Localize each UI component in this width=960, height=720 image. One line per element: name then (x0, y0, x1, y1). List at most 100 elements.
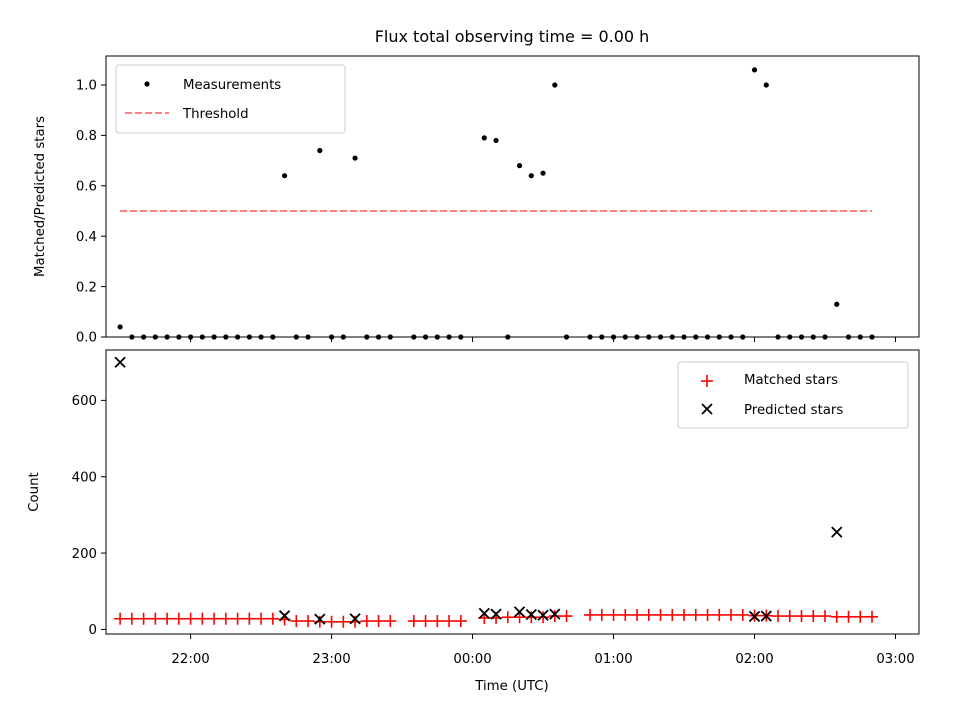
matched-stars-point (819, 610, 832, 623)
matched-stars-point (866, 610, 879, 623)
matched-stars-point (525, 611, 538, 624)
matched-stars-point (125, 612, 138, 625)
ratio-x-ticks (190, 337, 897, 342)
matched-stars-point (443, 615, 456, 628)
y-tick-label: 1.0 (76, 79, 97, 94)
measurement-point (528, 173, 534, 179)
matched-stars-point (313, 615, 326, 628)
predicted-stars-point (748, 610, 761, 623)
legend-measurements-label: Measurements (183, 78, 281, 93)
matched-stars-point (654, 608, 667, 621)
x-tick-label: 02:00 (735, 652, 773, 667)
matched-stars-point (266, 612, 279, 625)
legend-predicted-label: Predicted stars (744, 403, 843, 418)
x-tick-label: 03:00 (876, 652, 914, 667)
matched-stars-point (431, 615, 444, 628)
y-tick-label: 0.4 (76, 230, 97, 245)
count-legend: Matched stars Predicted stars (677, 361, 909, 429)
matched-stars-point (231, 612, 244, 625)
measurement-point (317, 147, 323, 154)
matched-stars-point (725, 608, 738, 621)
matched-stars-point (783, 610, 796, 623)
ratio-legend: Measurements Threshold (115, 64, 346, 134)
measurement-point (763, 82, 769, 88)
legend-threshold-label: Threshold (182, 107, 249, 122)
matched-stars-point (325, 615, 338, 628)
matched-stars-point (701, 608, 714, 621)
count-panel: 0 200 400 600 22:00 23:00 00:00 01:00 02:00 03:0… (27, 349, 920, 694)
matched-stars-point (302, 615, 315, 628)
matched-stars-point (161, 612, 174, 625)
matched-stars-point (584, 608, 597, 621)
matched-stars-point (736, 608, 749, 621)
matched-stars-point (795, 610, 808, 623)
matched-stars-point (208, 612, 221, 625)
y-tick-label: 200 (72, 547, 97, 562)
matched-stars-point (830, 610, 843, 623)
matched-stars-point (384, 615, 397, 628)
ratio-legend-box (115, 64, 346, 134)
predicted-stars-point (513, 606, 526, 618)
matched-stars-point (631, 608, 644, 621)
predicted-stars-point (537, 609, 549, 621)
matched-stars-point (372, 615, 385, 628)
matched-stars-point (666, 608, 679, 621)
matched-stars-point (172, 612, 185, 625)
y-tick-label: 0.0 (76, 331, 97, 346)
ratio-panel: 0.0 0.2 0.4 0.6 0.8 1.0 Matched/Predicted sta… (33, 55, 920, 346)
matched-stars-point (854, 610, 867, 623)
measurement-point (117, 324, 123, 330)
matched-stars-point (842, 610, 855, 623)
ratio-y-ticks: 0.0 0.2 0.4 0.6 0.8 1.0 (76, 79, 106, 346)
matched-stars-point (560, 610, 573, 623)
count-x-ticks: 22:00 23:00 00:00 01:00 02:00 03:00 (171, 634, 915, 667)
matched-stars-point (290, 615, 303, 628)
measurement-point (493, 137, 499, 144)
x-tick-label: 01:00 (594, 652, 632, 667)
matched-stars-point (501, 611, 514, 624)
predicted-stars-point (549, 608, 561, 620)
predicted-stars-point (490, 608, 502, 620)
predicted-stars-point (349, 613, 361, 625)
predicted-stars-point (278, 610, 291, 622)
matched-stars-point (772, 610, 785, 623)
measurement-point (481, 135, 487, 141)
x-tick-label: 23:00 (312, 652, 350, 667)
legend-matched-label: Matched stars (744, 373, 838, 388)
count-x-axis-label: Time (UTC) (474, 679, 549, 694)
matched-stars-point (196, 612, 209, 625)
matched-stars-point (149, 612, 162, 625)
matched-stars-point (137, 612, 150, 625)
matched-stars-point (619, 608, 632, 621)
legend-measurements-marker (144, 81, 150, 87)
predicted-stars-point (478, 607, 490, 620)
measurement-point (516, 163, 523, 169)
y-tick-label: 0 (89, 623, 97, 638)
y-tick-label: 0.2 (76, 280, 97, 295)
measurement-point (834, 301, 840, 307)
ratio-y-axis-label: Matched/Predicted stars (33, 116, 48, 277)
matched-stars-point (689, 608, 702, 621)
y-tick-label: 0.8 (76, 129, 97, 144)
count-y-axis-label: Count (27, 472, 42, 512)
y-tick-label: 400 (72, 470, 97, 485)
matched-stars-point (678, 608, 691, 621)
measurement-point (751, 67, 758, 73)
count-axes-frame (105, 349, 920, 635)
legend-predicted-marker (701, 403, 713, 415)
matched-stars-point (114, 612, 127, 625)
matched-stars-point (537, 611, 550, 624)
matched-stars-point (337, 615, 350, 628)
matched-stars-point (360, 615, 373, 628)
measurement-point (540, 170, 546, 176)
ratio-axes-frame (105, 55, 920, 338)
matched-stars-point (513, 611, 526, 624)
measurement-point (552, 82, 558, 88)
matched-stars-point (407, 615, 420, 628)
matched-stars-point (595, 608, 608, 621)
x-tick-label: 22:00 (171, 652, 209, 667)
count-marks (114, 356, 879, 628)
matched-stars-point (642, 608, 655, 621)
x-tick-label: 00:00 (453, 652, 491, 667)
